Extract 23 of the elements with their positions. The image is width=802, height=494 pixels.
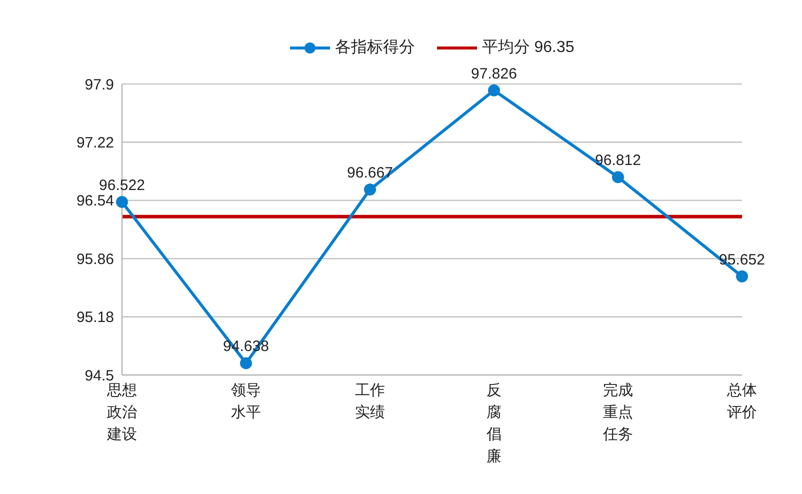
point xyxy=(364,184,376,196)
y-tick-label: 95.18 xyxy=(76,309,114,326)
x-tick-label: 思想政治建设 xyxy=(106,382,137,443)
point xyxy=(116,196,128,208)
legend-label: 平均分 96.35 xyxy=(482,38,574,58)
data-label: 96.812 xyxy=(595,152,641,170)
y-tick-label: 97.9 xyxy=(84,76,114,94)
y-tick-label: 95.86 xyxy=(76,250,114,268)
point xyxy=(488,84,500,96)
y-tick-label: 97.22 xyxy=(76,134,114,152)
x-tick-label: 反腐倡廉 xyxy=(486,382,502,465)
point xyxy=(612,171,624,184)
x-tick-label: 工作实绩 xyxy=(355,382,385,421)
y-tick-label: 94.5 xyxy=(84,367,114,384)
data-label: 96.522 xyxy=(99,176,145,194)
x-tick-label: 领导水平 xyxy=(231,382,261,421)
x-tick-label: 总体评价 xyxy=(726,382,757,421)
y-tick-label: 96.54 xyxy=(76,192,114,210)
point xyxy=(736,270,748,282)
point xyxy=(240,357,252,370)
legend-label: 各指标得分 xyxy=(334,38,415,58)
data-label: 97.826 xyxy=(471,65,517,82)
x-tick-label: 完成重点任务 xyxy=(602,382,633,443)
